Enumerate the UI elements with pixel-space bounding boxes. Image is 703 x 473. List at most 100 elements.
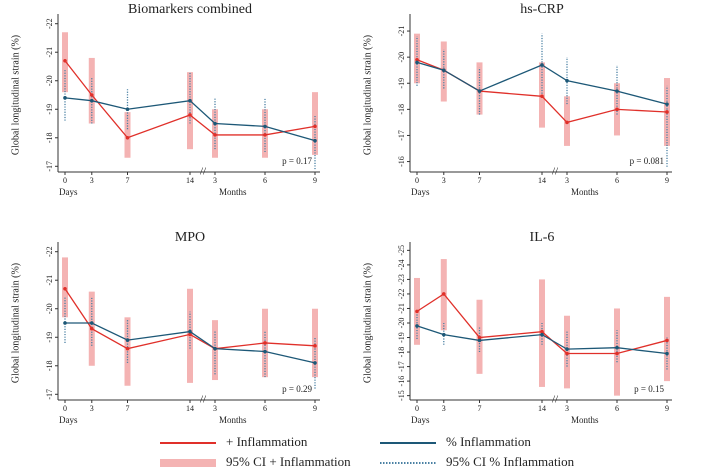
point <box>441 68 446 73</box>
x-tick-label: 14 <box>186 176 194 185</box>
x-tick-label: 7 <box>478 404 482 413</box>
y-tick-label: -15 <box>397 390 406 401</box>
y-axis-label: Global longitudinal strain (%) <box>10 263 21 383</box>
point <box>540 332 544 337</box>
y-tick-label: -21 <box>397 303 406 314</box>
y-tick-label: -24 <box>397 260 406 271</box>
point <box>263 133 267 137</box>
y-tick-label: -21 <box>45 275 54 286</box>
x-segment-label: Months <box>219 187 247 197</box>
y-tick-label: -25 <box>397 245 406 256</box>
axis-break: // <box>200 394 207 406</box>
point <box>665 351 669 356</box>
y-tick-label: -19 <box>45 332 54 343</box>
axis-break: // <box>552 166 559 178</box>
x-segment-label: Months <box>219 415 247 425</box>
point <box>665 102 669 106</box>
chart-title: IL-6 <box>530 230 555 245</box>
y-axis-label: Global longitudinal strain (%) <box>362 263 373 383</box>
point <box>89 326 94 331</box>
point <box>63 58 67 63</box>
point <box>540 329 544 334</box>
x-segment-label: Months <box>571 187 599 197</box>
point <box>477 89 482 93</box>
x-tick-label: 0 <box>63 404 67 413</box>
y-tick-label: -21 <box>397 26 406 37</box>
x-tick-label: 9 <box>665 404 669 413</box>
point <box>125 338 130 342</box>
point <box>89 98 94 103</box>
point <box>188 98 192 103</box>
point <box>188 329 192 334</box>
point <box>63 286 67 291</box>
x-tick-label: 3 <box>213 404 217 413</box>
x-tick-label: 9 <box>313 404 317 413</box>
legend-swatch <box>160 459 216 467</box>
legend-label: 95% CI % Inflammation <box>446 454 575 469</box>
point <box>565 120 569 125</box>
x-tick-label: 0 <box>415 404 419 413</box>
point <box>477 335 482 340</box>
point <box>415 309 419 314</box>
x-tick-label: 0 <box>415 176 419 185</box>
point <box>63 321 67 325</box>
p-value: p = 0.29 <box>282 384 312 394</box>
point <box>89 93 94 97</box>
x-tick-label: 3 <box>90 404 94 413</box>
x-tick-label: 6 <box>615 176 619 185</box>
x-tick-label: 7 <box>126 176 130 185</box>
y-tick-label: -22 <box>45 246 54 257</box>
y-tick-label: -17 <box>45 161 54 172</box>
point <box>63 96 67 100</box>
x-tick-label: 14 <box>186 404 194 413</box>
x-tick-label: 6 <box>615 404 619 413</box>
y-tick-label: -22 <box>397 289 406 300</box>
point <box>213 346 217 351</box>
point <box>441 292 446 296</box>
x-segment-label: Days <box>411 415 430 425</box>
y-tick-label: -21 <box>45 47 54 58</box>
y-tick-label: -16 <box>397 376 406 387</box>
point <box>415 60 419 65</box>
point <box>565 351 569 356</box>
p-value: p = 0.081 <box>630 156 664 166</box>
y-tick-label: -18 <box>397 347 406 358</box>
x-tick-label: 3 <box>213 176 217 185</box>
x-tick-label: 9 <box>313 176 317 185</box>
y-tick-label: -18 <box>45 360 54 371</box>
point <box>565 78 569 83</box>
y-tick-label: -22 <box>45 18 54 29</box>
point <box>263 124 267 129</box>
y-tick-label: -20 <box>45 75 54 86</box>
y-tick-label: -17 <box>45 389 54 400</box>
y-tick-label: -17 <box>397 130 406 141</box>
point <box>213 121 217 126</box>
y-tick-label: -19 <box>397 332 406 343</box>
chart-title: MPO <box>175 230 205 245</box>
x-tick-label: 3 <box>442 404 446 413</box>
point <box>313 344 317 348</box>
axis-break: // <box>552 394 559 406</box>
x-segment-label: Days <box>59 415 78 425</box>
y-tick-label: -18 <box>45 132 54 143</box>
point <box>615 345 619 350</box>
chart-title: hs-CRP <box>520 2 564 17</box>
x-tick-label: 7 <box>126 404 130 413</box>
x-tick-label: 6 <box>263 176 267 185</box>
point <box>615 107 619 112</box>
legend-label: 95% CI + Inflammation <box>226 454 351 469</box>
x-tick-label: 3 <box>90 176 94 185</box>
x-segment-label: Months <box>571 415 599 425</box>
point <box>415 324 419 328</box>
point <box>615 351 619 356</box>
point <box>313 138 317 143</box>
y-axis-label: Global longitudinal strain (%) <box>10 35 21 155</box>
point <box>665 110 669 114</box>
x-tick-label: 0 <box>63 176 67 185</box>
p-value: p = 0.17 <box>282 156 312 166</box>
x-tick-label: 14 <box>538 176 546 185</box>
point <box>213 133 217 137</box>
point <box>125 107 130 112</box>
y-tick-label: -18 <box>397 104 406 115</box>
